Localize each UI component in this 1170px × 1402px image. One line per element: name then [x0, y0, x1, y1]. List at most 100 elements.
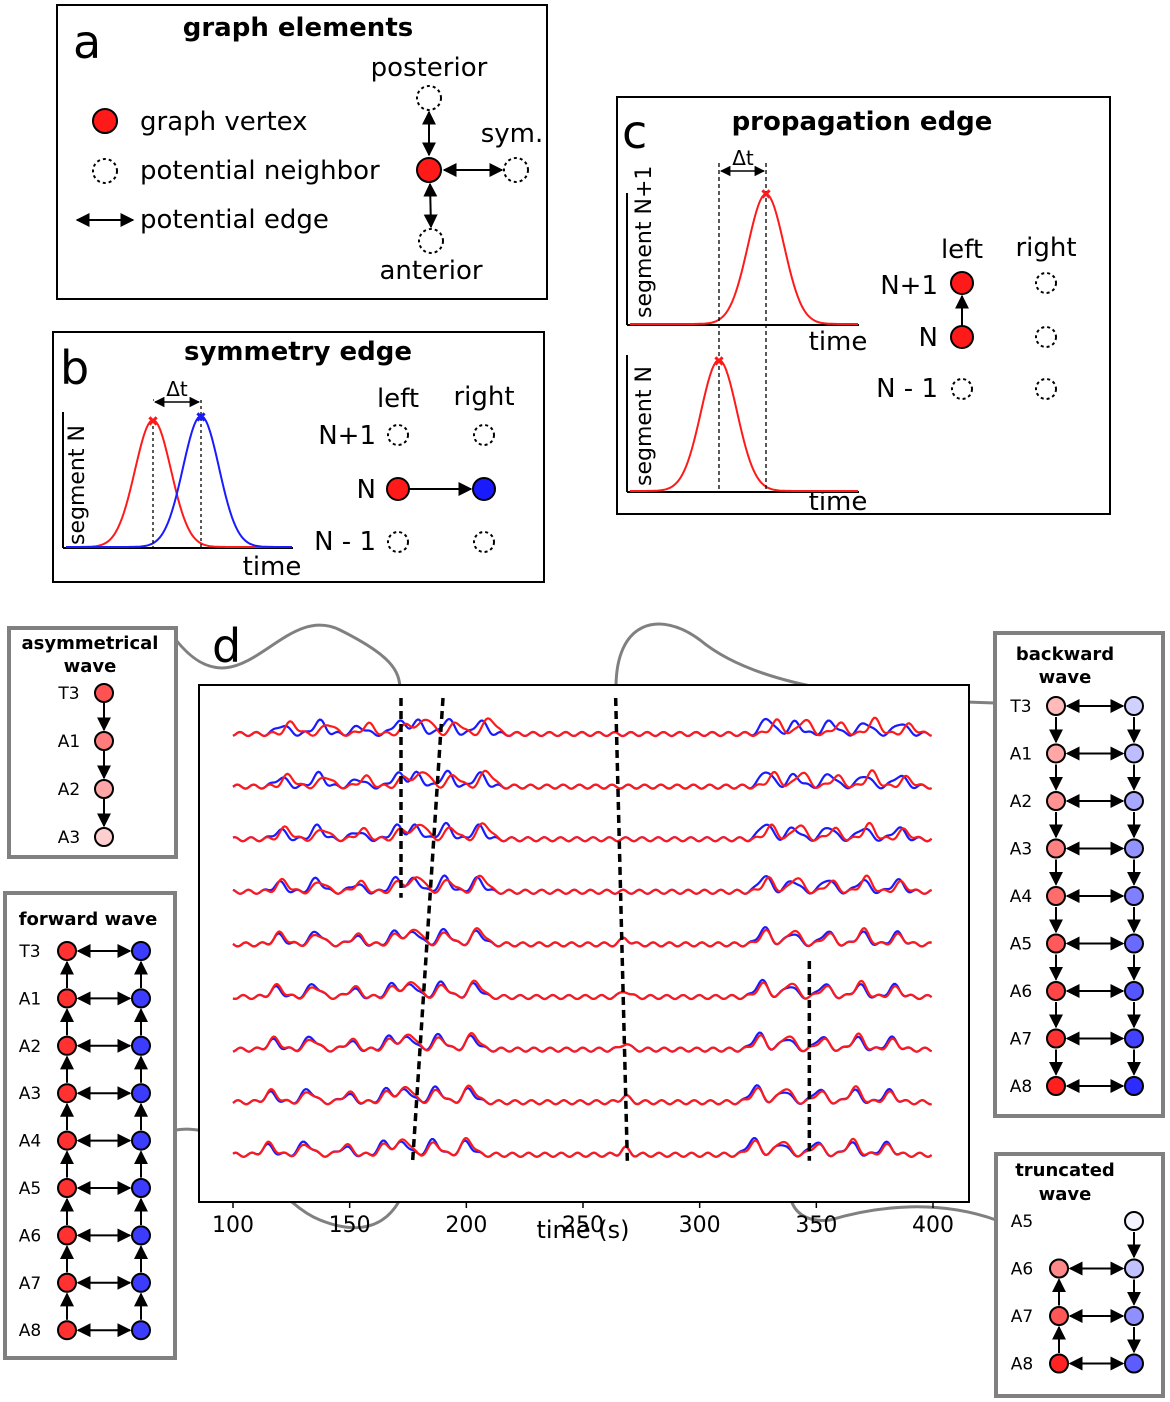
fwd-right-A1 [131, 988, 151, 1009]
bwd-right-A5 [1124, 933, 1144, 954]
fwd-left-T3 [57, 941, 77, 961]
x-tick-label-0: 100 [212, 1213, 254, 1238]
panel-c-left-n1-vertex [950, 271, 974, 295]
forward-wave-title: forward wave [19, 909, 158, 930]
asym-label-A3: A3 [58, 828, 80, 848]
panel-c-col-left: left [941, 235, 983, 265]
panel-d-traces [232, 716, 933, 1158]
fwd-label-A1: A1 [19, 989, 41, 1009]
fwd-left-A5 [57, 1178, 77, 1198]
bwd-right-A2 [1124, 791, 1144, 811]
panel-a-title: graph elements [183, 13, 413, 43]
panel-b-col-left: left [377, 384, 419, 414]
legend-neighbor-label: potential neighbor [140, 156, 380, 186]
truncated-wave-title-2: wave [1039, 1184, 1092, 1205]
panel-d: d 100 150 200 250 300 350 400 time (s) [198, 619, 970, 1244]
panel-c-letter: c [622, 105, 647, 159]
bwd-right-A4 [1124, 886, 1144, 906]
panel-d-letter: d [212, 619, 241, 673]
panel-b-right-n1-icon [473, 424, 495, 446]
fwd-label-A3: A3 [19, 1084, 41, 1104]
x-tick-label-6: 400 [912, 1213, 954, 1238]
bwd-left-A4 [1046, 886, 1066, 906]
panel-c-xlabel-top: time [809, 327, 868, 357]
panel-c-right-n1-icon [1035, 272, 1057, 294]
asym-node-T3 [94, 683, 114, 703]
backward-wave-title-2: wave [1039, 667, 1092, 688]
trunc-label-A8: A8 [1011, 1355, 1033, 1375]
panel-a-letter: a [73, 15, 101, 69]
trunc-left-A7 [1049, 1306, 1069, 1326]
panel-c-row-n-1: N - 1 [876, 374, 938, 404]
trace-4-left [232, 874, 933, 895]
panel-c-col-right: right [1015, 233, 1076, 263]
panel-c-left-n-vertex [950, 325, 974, 349]
trace-2-left [232, 769, 932, 790]
bwd-right-A3 [1124, 838, 1144, 859]
bwd-label-T3: T3 [1009, 697, 1031, 717]
panel-b-blue-curve [66, 415, 292, 548]
trace-5-left [232, 927, 932, 948]
anterior-label: anterior [379, 256, 482, 286]
bwd-left-A3 [1046, 838, 1066, 859]
trace-3-left [232, 821, 933, 843]
panel-b-dt-label: Δt [166, 377, 188, 401]
trunc-label-A5: A5 [1011, 1212, 1033, 1232]
panel-b-row-n1: N+1 [318, 421, 376, 451]
fwd-label-A4: A4 [19, 1132, 41, 1152]
panel-c: c propagation edge segment N+1 time segm… [616, 96, 1111, 517]
asymmetrical-wave-title-2: wave [64, 656, 117, 677]
fwd-label-A8: A8 [19, 1321, 41, 1341]
sym-neighbor-icon [503, 157, 529, 183]
truncated-wave-title-1: truncated [1015, 1160, 1115, 1181]
trunc-left-A6 [1049, 1258, 1069, 1279]
anterior-edge [423, 182, 438, 229]
panel-b-title: symmetry edge [184, 337, 412, 367]
panel-b-left-n1-icon [387, 424, 409, 446]
bwd-left-A8 [1046, 1076, 1066, 1096]
panel-a-frame [56, 4, 548, 300]
panel-c-title: propagation edge [732, 107, 993, 137]
trace-8-left [232, 1084, 932, 1106]
panel-b-left-n-vertex [386, 477, 410, 501]
fwd-right-A8 [131, 1320, 151, 1341]
bwd-left-A1 [1046, 743, 1066, 764]
panel-b-frame [52, 331, 545, 583]
panel-d-xlabel: time (s) [536, 1216, 629, 1244]
panel-c-bottom-peak-marker: ✖ [713, 354, 725, 370]
panel-b-right-n-1-icon [473, 531, 495, 553]
asymmetrical-wave-title-1: asymmetrical [22, 633, 159, 654]
center-vertex-icon [416, 157, 442, 183]
asym-label-T3: T3 [57, 684, 79, 704]
panel-b-red-peak-marker: ✖ [147, 414, 159, 430]
posterior-neighbor-icon [416, 85, 442, 111]
bwd-label-A6: A6 [1010, 982, 1032, 1002]
fwd-left-A1 [57, 988, 77, 1009]
bwd-label-A5: A5 [1010, 935, 1032, 955]
x-tick-label-5: 350 [795, 1213, 837, 1238]
wave-box-truncated: truncated wave A5 A6 A7 A8 [994, 1152, 1165, 1398]
fwd-right-A7 [131, 1272, 151, 1293]
fwd-right-A5 [131, 1178, 151, 1198]
panel-c-right-n-1-icon [1035, 378, 1057, 400]
panel-c-ylabel-top: segment N+1 [632, 166, 657, 318]
connector-asymmetrical [174, 623, 402, 691]
bwd-right-T3 [1124, 696, 1144, 716]
posterior-label: posterior [371, 53, 488, 83]
panel-c-frame [616, 96, 1111, 515]
fwd-left-A2 [57, 1035, 77, 1056]
panel-c-dt-label: Δt [732, 146, 754, 170]
panel-c-ylabel-bottom: segment N [632, 366, 657, 486]
panel-c-row-n1: N+1 [880, 271, 938, 301]
panel-b-col-right: right [453, 382, 514, 412]
bwd-right-A6 [1124, 981, 1144, 1001]
bwd-right-A8 [1124, 1076, 1144, 1096]
panel-b-row-n: N [357, 475, 376, 505]
x-tick-label-2: 200 [445, 1213, 487, 1238]
asym-label-A1: A1 [58, 732, 80, 752]
trace-7-left [232, 1031, 933, 1053]
panel-c-left-n-1-icon [951, 378, 973, 400]
trunc-label-A7: A7 [1011, 1307, 1033, 1327]
panel-b-blue-peak-marker: ✖ [195, 410, 207, 426]
